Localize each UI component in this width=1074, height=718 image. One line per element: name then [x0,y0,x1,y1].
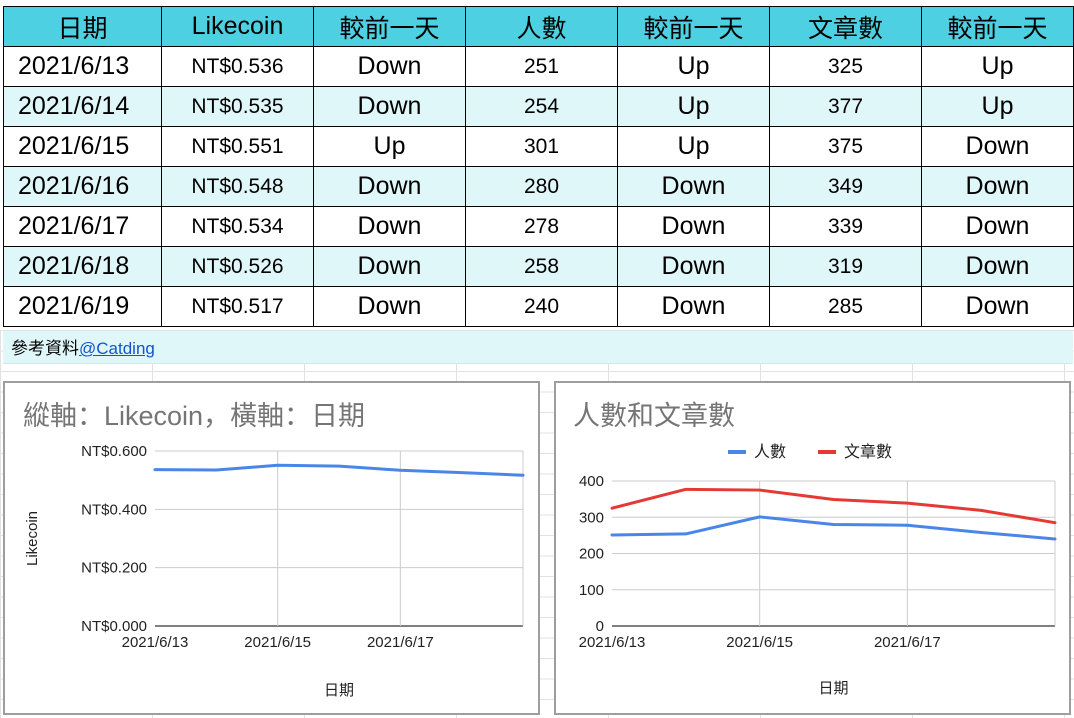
table-cell[interactable]: Down [617,166,770,207]
chart-title: 人數和文章數 [573,401,735,431]
series-line-1 [610,515,1057,541]
table-row: 2021/6/18 NT$0.526 Down 258 Down 319 Down [3,246,1074,287]
reference-label: 參考資料 [11,339,79,358]
table-cell[interactable]: Up [617,126,770,167]
y-tick-label: 100 [579,582,604,599]
table-cell[interactable]: Down [617,286,770,327]
table-cell[interactable]: NT$0.536 [161,46,314,87]
table-cell[interactable]: Down [313,286,466,327]
table-cell[interactable]: 2021/6/19 [3,286,162,327]
column-header[interactable]: 人數 [465,6,618,47]
table-cell[interactable]: Up [313,126,466,167]
table-cell[interactable]: 280 [465,166,618,207]
y-tick-label: NT$0.200 [81,560,147,577]
y-tick-label: 400 [579,473,604,490]
table-cell[interactable]: 339 [769,206,922,247]
table-row: 2021/6/19 NT$0.517 Down 240 Down 285 Down [3,286,1074,327]
y-axis-label: Likecoin [24,511,41,566]
column-header[interactable]: 較前一天 [313,6,466,47]
chart-title: 縱軸：Likecoin，橫軸：日期 [23,401,365,431]
x-tick-label: 2021/6/15 [726,634,793,651]
table-cell[interactable]: Down [617,206,770,247]
table-cell[interactable]: NT$0.526 [161,246,314,287]
legend-label: 人數 [754,443,786,461]
header-row: 日期 Likecoin 較前一天 人數 較前一天 文章數 較前一天 [3,6,1074,47]
table-cell[interactable]: Down [921,246,1074,287]
table-cell[interactable]: 2021/6/16 [3,166,162,207]
table-cell[interactable]: Down [921,166,1074,207]
table-cell[interactable]: 2021/6/14 [3,86,162,127]
table-cell[interactable]: Up [617,86,770,127]
column-header[interactable]: 較前一天 [617,6,770,47]
table-cell[interactable]: 2021/6/17 [3,206,162,247]
table-cell[interactable]: 240 [465,286,618,327]
table-cell[interactable]: 258 [465,246,618,287]
y-tick-label: NT$0.600 [81,443,147,460]
table-cell[interactable]: Down [313,86,466,127]
x-tick-label: 2021/6/15 [244,634,311,651]
table-cell[interactable]: Down [313,246,466,287]
users-articles-chart-svg: 人數和文章數 0 100 200 300 400 2021/6/13 2021/6/15 202… [573,401,1057,697]
table-cell[interactable]: 319 [769,246,922,287]
column-header[interactable]: Likecoin [161,6,314,47]
table-cell[interactable]: Down [313,206,466,247]
table-cell[interactable]: NT$0.535 [161,86,314,127]
x-axis-label: 日期 [324,682,354,699]
table-cell[interactable]: 375 [769,126,922,167]
table-cell[interactable]: Up [921,86,1074,127]
likecoin-chart-svg: 縱軸：Likecoin，橫軸：日期 NT$0.000 NT$0.200 NT$0.40… [23,401,525,699]
table-cell[interactable]: 349 [769,166,922,207]
table-cell[interactable]: 377 [769,86,922,127]
series-line-2 [610,487,1057,525]
table-cell[interactable]: 254 [465,86,618,127]
table-row: 2021/6/15 NT$0.551 Up 301 Up 375 Down [3,126,1074,167]
table-cell[interactable]: NT$0.534 [161,206,314,247]
x-tick-label: 2021/6/13 [579,634,646,651]
x-tick-label: 2021/6/13 [122,634,189,651]
y-tick-label: NT$0.000 [81,618,147,635]
table-cell[interactable]: 2021/6/18 [3,246,162,287]
y-tick-label: 0 [596,618,604,635]
table-cell[interactable]: Down [313,166,466,207]
series-line-1 [153,463,525,477]
legend-label: 文章數 [844,443,892,461]
table-cell[interactable]: 325 [769,46,922,87]
table-cell[interactable]: NT$0.548 [161,166,314,207]
table-row: 2021/6/17 NT$0.534 Down 278 Down 339 Down [3,206,1074,247]
table-row: 2021/6/14 NT$0.535 Down 254 Up 377 Up [3,86,1074,127]
column-header[interactable]: 文章數 [769,6,922,47]
table-cell[interactable]: Down [921,286,1074,327]
likecoin-chart[interactable]: 縱軸：Likecoin，橫軸：日期 NT$0.000 NT$0.200 NT$0.40… [3,381,540,715]
table-cell[interactable]: NT$0.551 [161,126,314,167]
table-cell[interactable]: Down [313,46,466,87]
reference-row: 參考資料@Catding [3,331,1073,364]
data-table: 日期 Likecoin 較前一天 人數 較前一天 文章數 較前一天 2021/6/13 NT$… [3,6,1074,327]
table-cell[interactable]: 2021/6/15 [3,126,162,167]
y-tick-label: NT$0.400 [81,501,147,518]
users-articles-chart[interactable]: 人數和文章數 0 100 200 300 400 2021/6/13 2021/6/15 202… [554,381,1071,715]
table-cell[interactable]: 2021/6/13 [3,46,162,87]
x-axis-label: 日期 [818,680,848,697]
table-cell[interactable]: 251 [465,46,618,87]
y-tick-label: 200 [579,546,604,563]
table-cell[interactable]: 285 [769,286,922,327]
x-tick-label: 2021/6/17 [874,634,941,651]
table-cell[interactable]: Down [921,206,1074,247]
table-cell[interactable]: Up [617,46,770,87]
reference-link[interactable]: @Catding [79,339,155,358]
table-row: 2021/6/13 NT$0.536 Down 251 Up 325 Up [3,46,1074,87]
column-header[interactable]: 日期 [3,6,162,47]
table-cell[interactable]: NT$0.517 [161,286,314,327]
table-cell[interactable]: Down [617,246,770,287]
table-cell[interactable]: Down [921,126,1074,167]
table-cell[interactable]: 278 [465,206,618,247]
table-cell[interactable]: 301 [465,126,618,167]
column-header[interactable]: 較前一天 [921,6,1074,47]
x-tick-label: 2021/6/17 [367,634,434,651]
table-cell[interactable]: Up [921,46,1074,87]
y-tick-label: 300 [579,509,604,526]
table-row: 2021/6/16 NT$0.548 Down 280 Down 349 Down [3,166,1074,207]
